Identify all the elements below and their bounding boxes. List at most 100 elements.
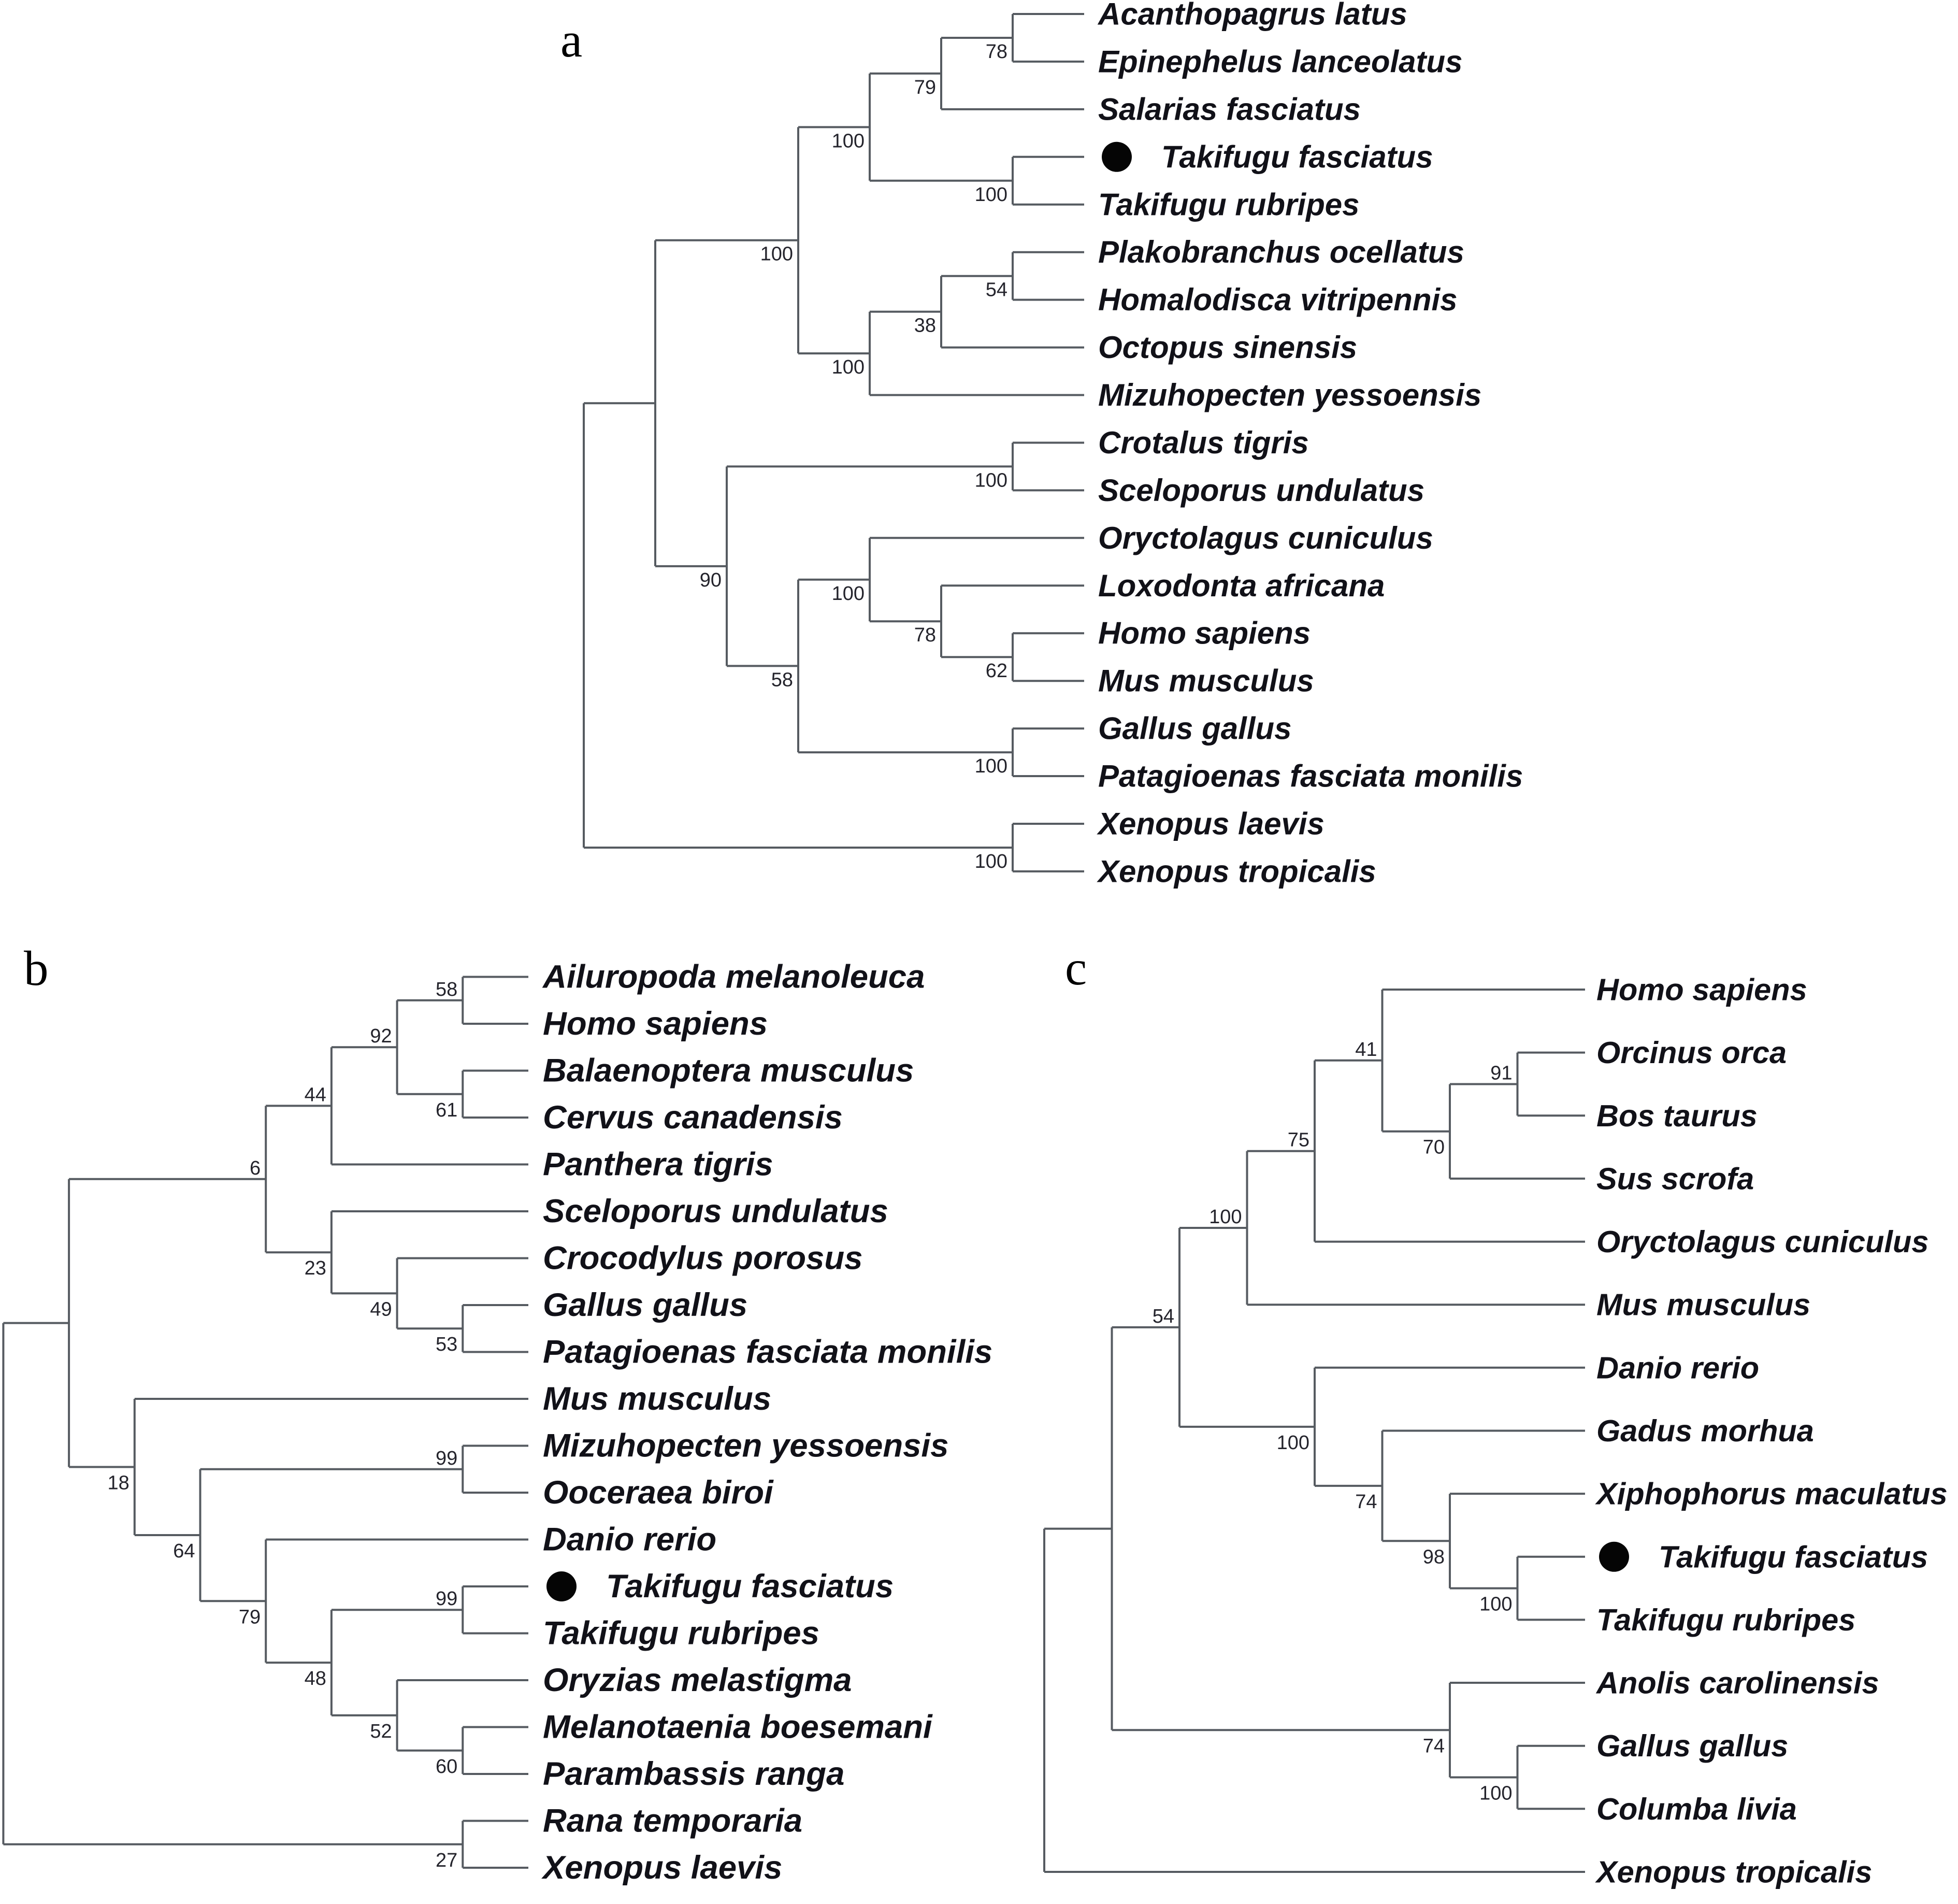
svg-text:Oryctolagus cuniculus: Oryctolagus cuniculus <box>1098 521 1433 555</box>
svg-text:52: 52 <box>370 1721 392 1742</box>
svg-text:Homo sapiens: Homo sapiens <box>1098 616 1311 651</box>
svg-text:a: a <box>560 12 582 67</box>
svg-text:70: 70 <box>1423 1137 1445 1158</box>
svg-text:Mus musculus: Mus musculus <box>1098 664 1314 698</box>
svg-text:Xenopus tropicalis: Xenopus tropicalis <box>1595 1855 1872 1889</box>
svg-text:Oryzias melastigma: Oryzias melastigma <box>543 1662 852 1698</box>
svg-text:79: 79 <box>239 1606 261 1628</box>
svg-text:Gadus morhua: Gadus morhua <box>1596 1413 1814 1448</box>
svg-text:Homo sapiens: Homo sapiens <box>543 1006 768 1042</box>
svg-text:Crocodylus porosus: Crocodylus porosus <box>543 1240 862 1277</box>
svg-text:100: 100 <box>832 583 865 605</box>
svg-text:Bos taurus: Bos taurus <box>1596 1098 1758 1133</box>
svg-text:Homalodisca vitripennis: Homalodisca vitripennis <box>1098 282 1458 317</box>
svg-text:Takifugu rubripes: Takifugu rubripes <box>1098 187 1360 222</box>
svg-text:Octopus sinensis: Octopus sinensis <box>1098 330 1357 365</box>
svg-text:b: b <box>24 941 49 996</box>
svg-text:62: 62 <box>986 660 1007 682</box>
svg-text:Salarias fasciatus: Salarias fasciatus <box>1098 92 1361 126</box>
svg-text:Gallus gallus: Gallus gallus <box>543 1287 747 1323</box>
svg-text:58: 58 <box>771 669 793 691</box>
svg-text:Xenopus tropicalis: Xenopus tropicalis <box>1097 854 1376 889</box>
svg-text:100: 100 <box>832 130 865 152</box>
svg-text:23: 23 <box>305 1257 326 1279</box>
svg-text:58: 58 <box>436 979 457 1000</box>
svg-text:75: 75 <box>1288 1129 1309 1151</box>
svg-text:Xenopus laevis: Xenopus laevis <box>1097 807 1324 841</box>
svg-text:Mus musculus: Mus musculus <box>1596 1287 1810 1322</box>
svg-text:90: 90 <box>700 569 722 591</box>
svg-text:Sus scrofa: Sus scrofa <box>1596 1161 1754 1196</box>
svg-text:79: 79 <box>914 77 936 98</box>
svg-text:100: 100 <box>975 469 1007 491</box>
svg-text:41: 41 <box>1355 1039 1377 1061</box>
svg-text:Takifugu rubripes: Takifugu rubripes <box>1596 1602 1855 1637</box>
svg-text:Patagioenas fasciata monilis: Patagioenas fasciata monilis <box>543 1334 992 1370</box>
svg-text:Xiphophorus maculatus: Xiphophorus maculatus <box>1595 1477 1948 1511</box>
svg-text:78: 78 <box>914 624 936 646</box>
svg-text:48: 48 <box>305 1668 326 1690</box>
svg-text:100: 100 <box>760 244 793 265</box>
svg-text:Patagioenas fasciata monilis: Patagioenas fasciata monilis <box>1098 759 1523 794</box>
svg-text:Takifugu fasciatus: Takifugu fasciatus <box>1161 139 1433 174</box>
svg-text:Plakobranchus ocellatus: Plakobranchus ocellatus <box>1098 235 1464 269</box>
svg-text:91: 91 <box>1490 1063 1512 1084</box>
svg-text:Epinephelus lanceolatus: Epinephelus lanceolatus <box>1098 44 1463 79</box>
svg-text:Xenopus laevis: Xenopus laevis <box>541 1850 782 1886</box>
svg-text:74: 74 <box>1423 1735 1445 1757</box>
svg-text:98: 98 <box>1423 1546 1445 1568</box>
svg-text:64: 64 <box>173 1540 195 1562</box>
svg-text:Gallus gallus: Gallus gallus <box>1596 1728 1788 1763</box>
svg-text:100: 100 <box>1277 1432 1309 1454</box>
svg-text:100: 100 <box>975 755 1007 777</box>
svg-text:Anolis carolinensis: Anolis carolinensis <box>1595 1666 1879 1700</box>
svg-text:Mizuhopecten yessoensis: Mizuhopecten yessoensis <box>543 1428 948 1464</box>
svg-text:Rana temporaria: Rana temporaria <box>543 1803 802 1839</box>
svg-text:Ooceraea biroi: Ooceraea biroi <box>543 1474 774 1511</box>
svg-text:92: 92 <box>370 1025 392 1047</box>
svg-text:Orcinus orca: Orcinus orca <box>1596 1035 1787 1070</box>
svg-text:18: 18 <box>108 1472 129 1494</box>
svg-text:Sceloporus undulatus: Sceloporus undulatus <box>1098 473 1424 508</box>
svg-text:54: 54 <box>986 279 1007 301</box>
svg-text:Columba livia: Columba livia <box>1596 1792 1797 1826</box>
svg-text:100: 100 <box>832 356 865 378</box>
svg-text:99: 99 <box>436 1588 457 1610</box>
svg-text:Melanotaenia boesemani: Melanotaenia boesemani <box>543 1709 933 1745</box>
svg-text:Sceloporus undulatus: Sceloporus undulatus <box>543 1193 888 1229</box>
svg-text:100: 100 <box>1479 1783 1512 1805</box>
svg-text:100: 100 <box>975 851 1007 872</box>
svg-text:61: 61 <box>436 1099 457 1121</box>
svg-text:Danio rerio: Danio rerio <box>1596 1350 1759 1385</box>
svg-text:Cervus canadensis: Cervus canadensis <box>543 1099 843 1136</box>
svg-text:27: 27 <box>436 1850 457 1871</box>
svg-text:Crotalus tigris: Crotalus tigris <box>1098 425 1309 460</box>
svg-text:49: 49 <box>370 1298 392 1320</box>
svg-text:60: 60 <box>436 1756 457 1778</box>
svg-text:100: 100 <box>1479 1594 1512 1615</box>
svg-text:c: c <box>1065 940 1087 995</box>
svg-text:Takifugu fasciatus: Takifugu fasciatus <box>606 1568 894 1605</box>
svg-text:Panthera tigris: Panthera tigris <box>543 1147 773 1183</box>
svg-text:54: 54 <box>1153 1306 1174 1327</box>
svg-text:38: 38 <box>914 315 936 337</box>
svg-text:Ailuropoda melanoleuca: Ailuropoda melanoleuca <box>542 959 925 995</box>
svg-text:99: 99 <box>436 1448 457 1469</box>
svg-text:Loxodonta africana: Loxodonta africana <box>1098 568 1385 603</box>
svg-text:Mizuhopecten yessoensis: Mizuhopecten yessoensis <box>1098 378 1481 412</box>
svg-text:78: 78 <box>986 41 1007 63</box>
svg-text:100: 100 <box>975 184 1007 206</box>
svg-text:Oryctolagus cuniculus: Oryctolagus cuniculus <box>1596 1224 1928 1259</box>
svg-text:Gallus gallus: Gallus gallus <box>1098 711 1291 746</box>
svg-text:Takifugu rubripes: Takifugu rubripes <box>543 1615 819 1652</box>
svg-text:53: 53 <box>436 1334 457 1355</box>
svg-text:6: 6 <box>250 1157 261 1179</box>
svg-text:Mus musculus: Mus musculus <box>543 1381 771 1417</box>
svg-text:Takifugu fasciatus: Takifugu fasciatus <box>1659 1539 1928 1574</box>
svg-text:74: 74 <box>1355 1491 1377 1513</box>
svg-text:Homo sapiens: Homo sapiens <box>1596 972 1807 1007</box>
svg-text:Balaenoptera musculus: Balaenoptera musculus <box>543 1053 914 1089</box>
svg-text:Parambassis ranga: Parambassis ranga <box>543 1756 844 1792</box>
svg-text:Acanthopagrus latus: Acanthopagrus latus <box>1097 0 1407 32</box>
svg-text:Danio rerio: Danio rerio <box>543 1522 716 1558</box>
